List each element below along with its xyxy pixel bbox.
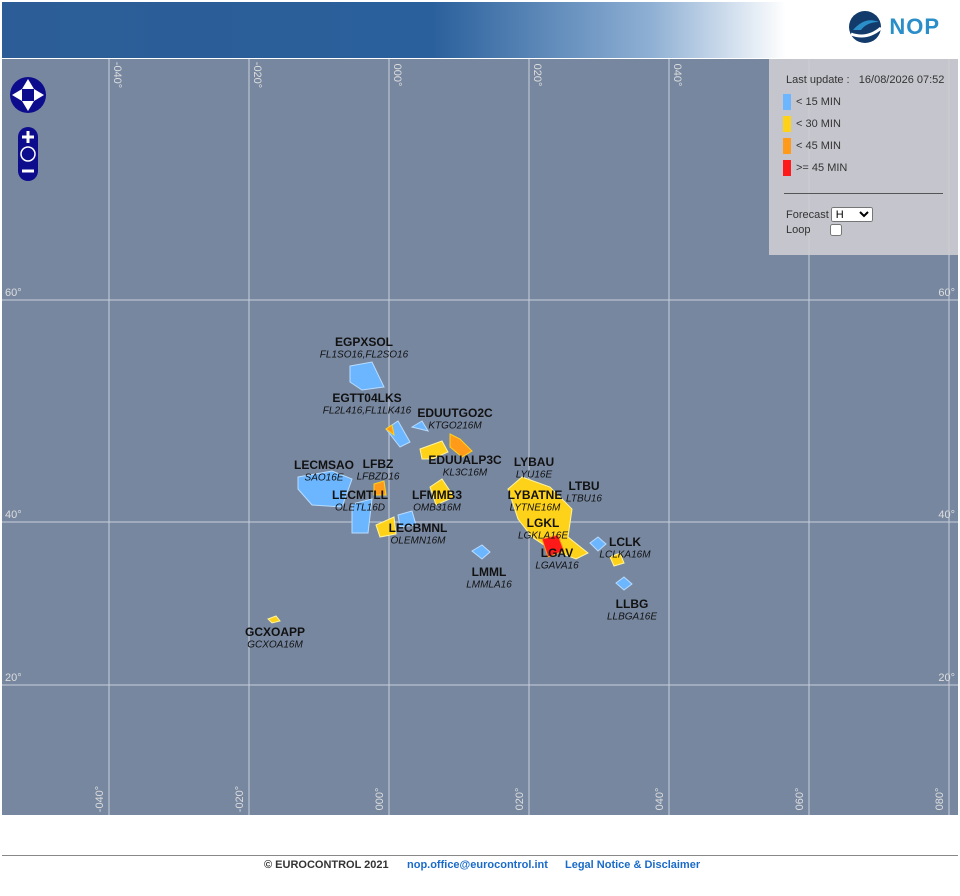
sector-name: LTBU bbox=[568, 479, 599, 493]
legend-divider bbox=[784, 193, 943, 194]
last-update: Last update : 16/08/2026 07:52 bbox=[786, 74, 944, 86]
logo-icon bbox=[849, 11, 883, 43]
parallel-label: 60° bbox=[5, 287, 22, 299]
sector-code: LLBGA16E bbox=[607, 612, 657, 623]
sector-code: FL1SO16,FL2SO16 bbox=[320, 350, 409, 361]
loop-label: Loop bbox=[786, 224, 811, 236]
forecast-select[interactable]: H bbox=[830, 207, 873, 222]
parallel-label: 20° bbox=[938, 672, 955, 684]
nav-controls[interactable] bbox=[10, 77, 46, 181]
sector-name: LYBATNE bbox=[508, 488, 563, 502]
sector-code: OMB316M bbox=[413, 503, 461, 514]
sector-name: LMML bbox=[472, 565, 507, 579]
meridian-label: 020° bbox=[531, 64, 543, 87]
meridian-label: 040° bbox=[654, 788, 666, 811]
legend: Last update : 16/08/2026 07:52 < 15 MIN <… bbox=[769, 59, 958, 255]
map-labels: -040° -020° 000° 020° 040° 60° 60° 40° 40° 20° 20°… bbox=[5, 62, 955, 812]
last-update-label: Last update : bbox=[786, 74, 850, 86]
legal-link[interactable]: Legal Notice & Disclaimer bbox=[565, 859, 701, 871]
sector-code: LFBZD16 bbox=[357, 472, 400, 483]
sector-name: LECMTLL bbox=[332, 488, 388, 502]
sector-name: EGPXSOL bbox=[335, 335, 393, 349]
sector-code: KTGO216M bbox=[428, 421, 482, 432]
sector-code: LGAVA16 bbox=[535, 561, 579, 572]
zoom-world[interactable] bbox=[20, 146, 36, 162]
graticule bbox=[2, 59, 958, 815]
sector-name: LECBMNL bbox=[389, 521, 448, 535]
legend-item: < 30 MIN bbox=[783, 116, 841, 132]
email-link[interactable]: nop.office@eurocontrol.int bbox=[407, 859, 548, 871]
meridian-label: -020° bbox=[234, 786, 246, 812]
header: NOP bbox=[2, 2, 958, 58]
meridian-label: 040° bbox=[671, 64, 683, 87]
legend-item: < 45 MIN bbox=[783, 138, 841, 154]
pan-arrows[interactable] bbox=[12, 79, 44, 111]
meridian-label: -040° bbox=[111, 62, 123, 88]
sector-name: LYBAU bbox=[514, 455, 554, 469]
copyright: © EUROCONTROL 2021 bbox=[264, 859, 389, 871]
sector-code: LYTNE16M bbox=[510, 503, 561, 514]
sector-name: LFBZ bbox=[363, 457, 394, 471]
sector-shapes bbox=[267, 361, 633, 624]
sector-name: LGKL bbox=[527, 516, 560, 530]
footer: © EUROCONTROL 2021 nop.office@eurocontro… bbox=[2, 855, 958, 871]
sector-name: EDUUTGO2C bbox=[417, 406, 493, 420]
legend-swatch bbox=[783, 138, 791, 154]
sector-code: LTBU16 bbox=[566, 494, 602, 505]
logo-text: NOP bbox=[889, 14, 940, 39]
forecast-label: Forecast bbox=[786, 208, 829, 221]
legend-swatch bbox=[783, 160, 791, 176]
loop-row: Loop bbox=[786, 224, 843, 236]
loop-checkbox[interactable] bbox=[830, 224, 843, 236]
forecast-row: Forecast H bbox=[786, 207, 873, 222]
sector-code: LCLKA16M bbox=[599, 550, 651, 561]
zoom-buttons[interactable] bbox=[22, 131, 34, 173]
sector-name: GCXOAPP bbox=[245, 625, 305, 639]
legend-label: < 15 MIN bbox=[796, 96, 841, 108]
legend-label: < 45 MIN bbox=[796, 140, 841, 152]
parallel-label: 20° bbox=[5, 672, 22, 684]
zoom-control[interactable] bbox=[18, 127, 38, 181]
meridian-label: -020° bbox=[251, 62, 263, 88]
sector-code: FL2L416,FL1LK416 bbox=[323, 406, 412, 417]
sector-code: GCXOA16M bbox=[247, 640, 303, 651]
sector-name: EDUUALP3C bbox=[428, 453, 502, 467]
parallel-label: 40° bbox=[5, 509, 22, 521]
legend-item: >= 45 MIN bbox=[783, 160, 847, 176]
sector-name: LCLK bbox=[609, 535, 641, 549]
legend-swatch bbox=[783, 116, 791, 132]
logo: NOP bbox=[847, 10, 940, 44]
sector-code: LMMLA16 bbox=[466, 580, 512, 591]
sector-code: OLETL16D bbox=[335, 503, 385, 514]
sector-name: LFMMB3 bbox=[412, 488, 462, 502]
meridian-label: 080° bbox=[934, 788, 946, 811]
sector-name: LLBG bbox=[616, 597, 649, 611]
sector-code: SAO16E bbox=[305, 473, 344, 484]
parallel-label: 60° bbox=[938, 287, 955, 299]
last-update-value: 16/08/2026 07:52 bbox=[858, 74, 945, 86]
meridian-label: 020° bbox=[514, 788, 526, 811]
meridian-label: 000° bbox=[391, 64, 403, 87]
meridian-label: 060° bbox=[794, 788, 806, 811]
meridian-label: -040° bbox=[94, 786, 106, 812]
legend-swatch bbox=[783, 94, 791, 110]
sector-code: KL3C16M bbox=[443, 468, 488, 479]
sector-code: LGKLA16E bbox=[518, 531, 568, 542]
sector-code: OLEMN16M bbox=[390, 536, 446, 547]
sector-code: LYU16E bbox=[516, 470, 553, 481]
meridian-label: 000° bbox=[374, 788, 386, 811]
parallel-label: 40° bbox=[938, 509, 955, 521]
legend-label: < 30 MIN bbox=[796, 118, 841, 130]
sector-name: EGTT04LKS bbox=[332, 391, 401, 405]
sector-name: LECMSAO bbox=[294, 458, 354, 472]
sector-name: LGAV bbox=[541, 546, 573, 560]
legend-item: < 15 MIN bbox=[783, 94, 841, 110]
pan-control[interactable] bbox=[10, 77, 46, 113]
legend-label: >= 45 MIN bbox=[796, 162, 848, 174]
